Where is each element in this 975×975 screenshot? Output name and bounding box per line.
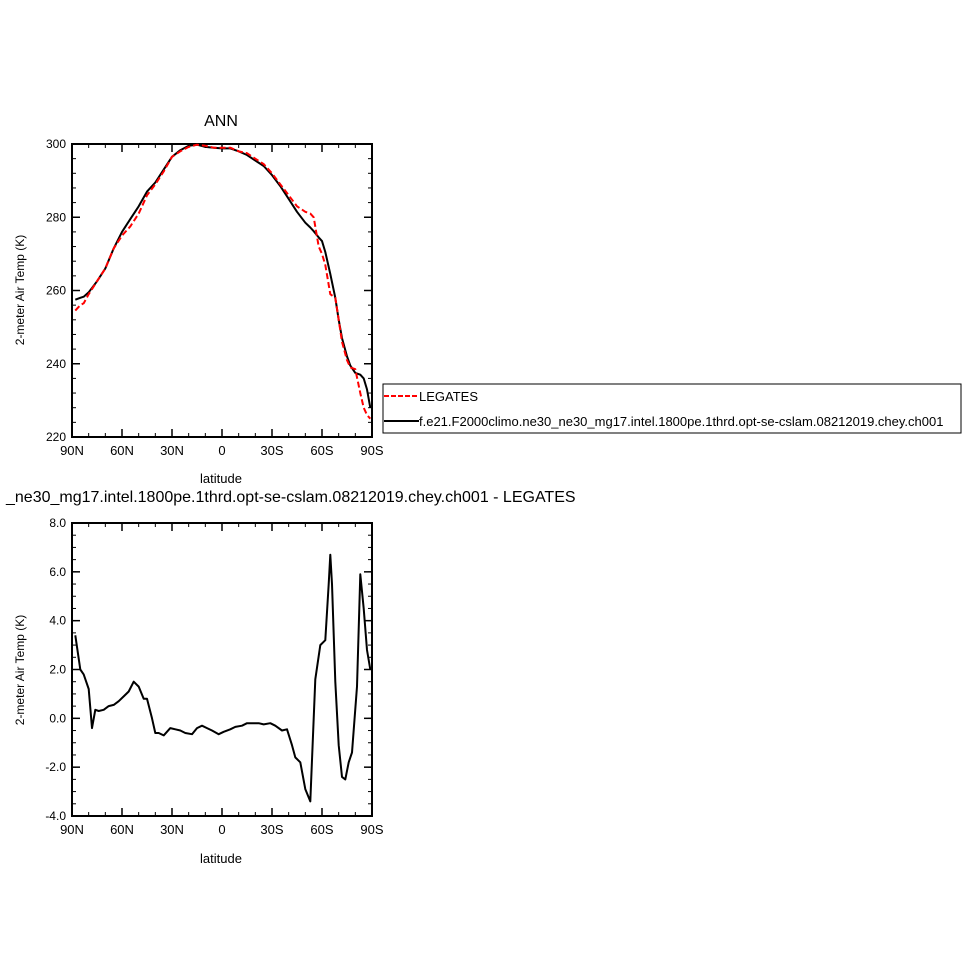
- y-tick-label: -2.0: [45, 760, 66, 774]
- y-tick-label: 280: [46, 210, 66, 224]
- difference-chart-title: _ne30_mg17.intel.1800pe.1thrd.opt-se-csl…: [5, 489, 576, 506]
- y-tick-label: 260: [46, 284, 66, 298]
- y-tick-label: 0.0: [49, 711, 66, 725]
- x-tick-label: 90S: [360, 443, 383, 458]
- series-line-0: [74, 553, 372, 803]
- y-tick-label: 4.0: [49, 614, 66, 628]
- y-tick-label: 6.0: [49, 565, 66, 579]
- x-tick-label: 30N: [160, 822, 184, 837]
- y-tick-label: 240: [46, 357, 66, 371]
- y-tick-label: 2.0: [49, 663, 66, 677]
- temperature-panel: ANN 90N 60N 30N 0 30S 60S 90S 220 240 260 280 300 l…: [13, 113, 384, 486]
- y-tick-label: 8.0: [49, 516, 66, 530]
- x-tick-label: 0: [218, 443, 225, 458]
- y-tick-label: 300: [46, 137, 66, 151]
- difference-x-axis-label: latitude: [200, 851, 242, 866]
- x-tick-label: 90N: [60, 443, 84, 458]
- plot-frame: [71, 522, 373, 817]
- legend: LEGATES f.e21.F2000climo.ne30_ne30_mg17.…: [382, 383, 962, 434]
- plot-frame: [71, 143, 373, 438]
- chart-title: ANN: [204, 113, 238, 130]
- x-tick-label: 90S: [360, 822, 383, 837]
- x-tick-label: 60N: [110, 443, 134, 458]
- series-line-0: [74, 143, 372, 420]
- difference-plot-area: 90N 60N 30N 0 30S 60S 90S -4.0 -2.0 0.0 2.0 4.0 6.0 8…: [45, 516, 384, 837]
- legend-label-model: f.e21.F2000climo.ne30_ne30_mg17.intel.18…: [419, 414, 943, 429]
- y-axis-label: 2-meter Air Temp (K): [13, 235, 27, 345]
- plot-area: 90N 60N 30N 0 30S 60S 90S 220 240 260 280 300: [46, 137, 384, 458]
- difference-panel: _ne30_mg17.intel.1800pe.1thrd.opt-se-csl…: [5, 489, 576, 866]
- x-tick-label: 30N: [160, 443, 184, 458]
- x-tick-label: 0: [218, 822, 225, 837]
- y-tick-label: 220: [46, 430, 66, 444]
- legend-label-legates: LEGATES: [419, 389, 478, 404]
- x-tick-label: 90N: [60, 822, 84, 837]
- difference-y-axis-label: 2-meter Air Temp (K): [13, 615, 27, 725]
- x-tick-label: 30S: [260, 443, 283, 458]
- x-tick-label: 60S: [310, 443, 333, 458]
- x-axis-label: latitude: [200, 471, 242, 486]
- x-tick-label: 30S: [260, 822, 283, 837]
- x-tick-label: 60S: [310, 822, 333, 837]
- series-line-1: [74, 143, 372, 408]
- x-tick-label: 60N: [110, 822, 134, 837]
- y-tick-label: -4.0: [45, 809, 66, 823]
- legend-box: [382, 383, 962, 434]
